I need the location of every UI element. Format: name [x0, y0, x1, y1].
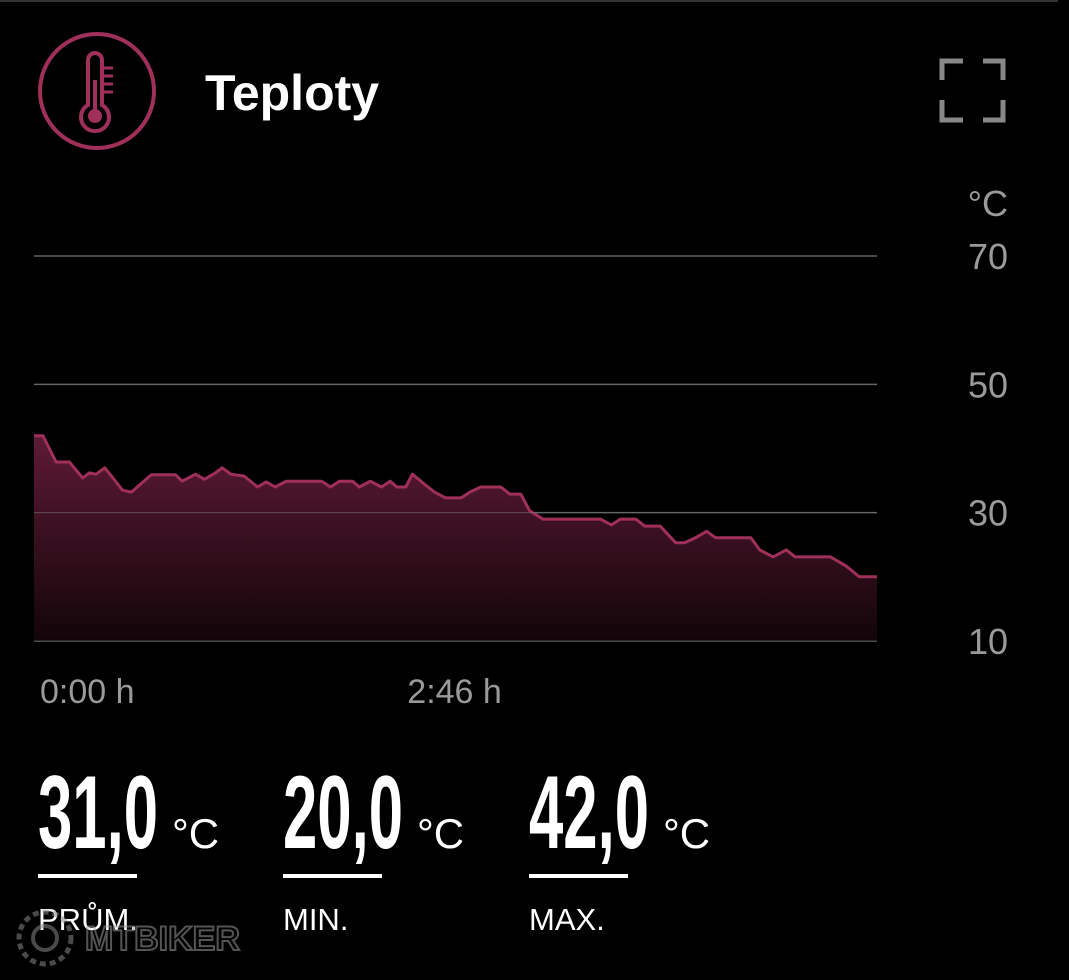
watermark-text: MTBIKER — [85, 920, 240, 958]
plot: 10 30 50 70 0:00 h 2:46 h — [34, 236, 1008, 711]
y-tick-label: 50 — [968, 364, 1008, 405]
y-axis-unit: °C — [968, 183, 1008, 224]
area-fill — [34, 435, 877, 641]
stat-unit: °C — [663, 810, 710, 857]
line — [34, 434, 877, 579]
stat-underline — [38, 874, 137, 878]
title: Teploty — [205, 65, 379, 121]
stat-value: 31,0 — [38, 755, 158, 871]
stat-unit: °C — [417, 810, 464, 857]
stat-underline — [283, 874, 382, 878]
thermometer-icon — [38, 32, 156, 150]
y-tick-label: 10 — [968, 621, 1008, 662]
x-tick-label: 0:00 h — [40, 673, 135, 711]
stat-label: MAX. — [529, 902, 605, 937]
y-tick-label: 70 — [968, 236, 1008, 277]
stat-underline — [529, 874, 628, 878]
stat-label: MIN. — [283, 902, 348, 937]
stat-value: 20,0 — [283, 755, 403, 871]
watermark: MTBIKER — [16, 909, 241, 967]
fullscreen-button[interactable] — [935, 55, 1010, 127]
stat-value: 42,0 — [529, 755, 649, 871]
y-tick-label: 30 — [968, 493, 1008, 534]
x-tick-label: 2:46 h — [407, 673, 502, 711]
stat-unit: °C — [172, 810, 219, 857]
